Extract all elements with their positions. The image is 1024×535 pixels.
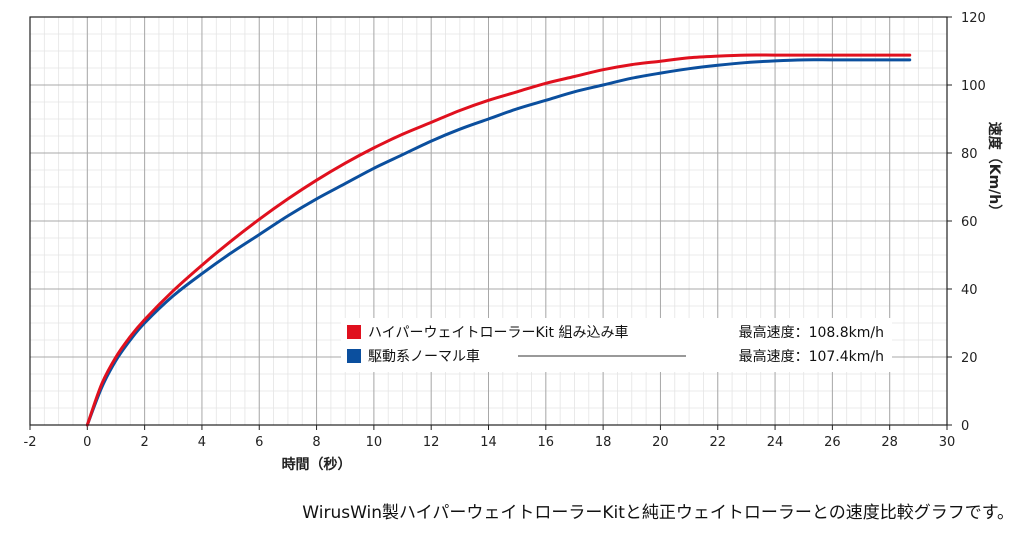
legend-label-hyper: ハイパーウェイトローラーKit 組み込み車 — [368, 324, 628, 341]
legend-max-speed-hyper: 最高速度：108.8km/h — [739, 324, 884, 341]
series-line-normal — [85, 58, 912, 427]
x-tick-label: 16 — [538, 435, 555, 450]
legend-swatch-hyper — [347, 325, 361, 339]
x-tick-label: 10 — [366, 435, 383, 450]
series-lines — [85, 53, 912, 427]
y-tick-label: 60 — [961, 215, 978, 230]
x-axis-ticks: -2 0 2 4 6 8 10 12 14 16 18 20 22 24 26 28 30 — [24, 425, 956, 450]
x-tick-label: -2 — [24, 435, 37, 450]
legend-swatch-normal — [347, 349, 361, 363]
x-tick-label: 4 — [198, 435, 206, 450]
legend-label-normal: 駆動系ノーマル車 — [368, 348, 480, 365]
x-tick-label: 14 — [480, 435, 497, 450]
y-tick-label: 100 — [961, 79, 986, 94]
x-tick-label: 2 — [140, 435, 148, 450]
x-tick-label: 24 — [767, 435, 784, 450]
x-tick-label: 26 — [824, 435, 841, 450]
y-axis-title: 速度（Km/h） — [986, 122, 1003, 219]
legend: ハイパーウェイトローラーKit 組み込み車 最高速度：108.8km/h 駆動系… — [341, 318, 892, 372]
x-tick-label: 6 — [255, 435, 263, 450]
y-tick-label: 0 — [961, 419, 969, 434]
x-tick-label: 22 — [709, 435, 726, 450]
y-tick-label: 20 — [961, 351, 978, 366]
y-tick-label: 40 — [961, 283, 978, 298]
x-tick-label: 28 — [881, 435, 898, 450]
series-line-hyper — [85, 53, 912, 427]
chart-caption: WirusWin製ハイパーウェイトローラーKitと純正ウェイトローラーとの速度比… — [302, 503, 1014, 523]
x-tick-label: 18 — [595, 435, 612, 450]
legend-background — [341, 318, 892, 372]
x-axis-title: 時間（秒） — [282, 456, 352, 473]
x-tick-label: 30 — [939, 435, 956, 450]
x-tick-label: 12 — [423, 435, 440, 450]
y-tick-label: 120 — [961, 11, 986, 26]
x-tick-label: 0 — [83, 435, 91, 450]
legend-max-speed-normal: 最高速度：107.4km/h — [739, 348, 884, 365]
x-tick-label: 8 — [312, 435, 320, 450]
y-tick-label: 80 — [961, 147, 978, 162]
y-axis-ticks: 0 20 40 60 80 100 120 — [947, 11, 986, 434]
x-tick-label: 20 — [652, 435, 669, 450]
plot-frame — [29, 16, 948, 426]
